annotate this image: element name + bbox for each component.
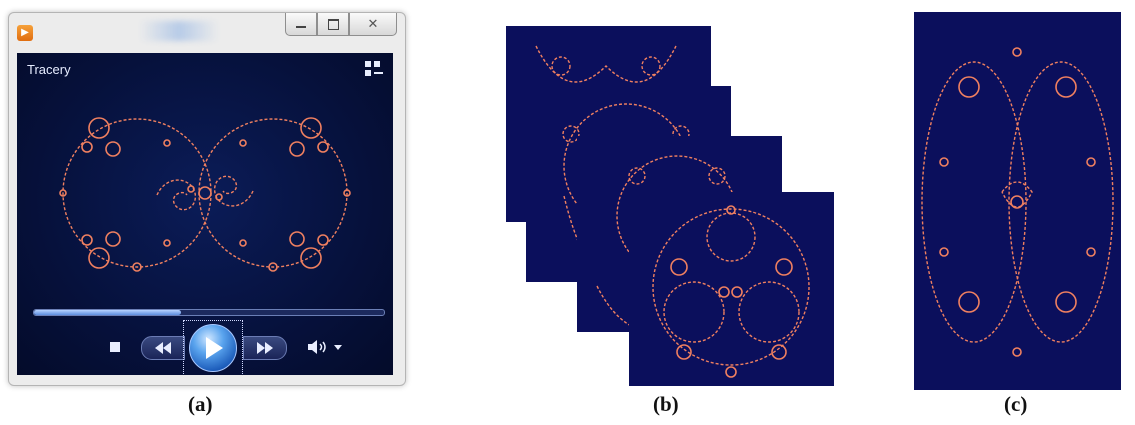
seek-progress bbox=[34, 310, 181, 315]
window-title-blurred bbox=[139, 21, 219, 41]
previous-button[interactable] bbox=[141, 336, 185, 360]
track-title: Tracery bbox=[27, 62, 71, 77]
frame-stack-front bbox=[629, 192, 834, 386]
stop-icon bbox=[110, 342, 120, 352]
media-player-icon[interactable]: ▶ bbox=[17, 25, 33, 41]
media-player-window: ▶ ✕ Tracery bbox=[8, 12, 406, 386]
fractal-frame-vertical bbox=[914, 12, 1121, 390]
volume-icon bbox=[308, 340, 342, 354]
next-icon bbox=[257, 342, 273, 354]
close-button[interactable]: ✕ bbox=[349, 13, 397, 36]
title-bar[interactable]: ▶ ✕ bbox=[9, 13, 405, 51]
fractal-frame-4 bbox=[652, 205, 810, 378]
fractal-frame-5 bbox=[921, 47, 1114, 357]
maximize-icon bbox=[327, 18, 339, 30]
fractal-visualization bbox=[59, 117, 351, 272]
video-screen[interactable]: Tracery bbox=[17, 53, 393, 375]
previous-icon bbox=[155, 342, 171, 354]
close-icon: ✕ bbox=[367, 16, 379, 31]
minimize-button[interactable] bbox=[285, 13, 317, 36]
maximize-button[interactable] bbox=[317, 13, 349, 36]
caption-c: (c) bbox=[1004, 392, 1028, 416]
seek-bar[interactable] bbox=[33, 309, 385, 316]
next-button[interactable] bbox=[243, 336, 287, 360]
play-button[interactable] bbox=[183, 320, 243, 375]
stop-button[interactable] bbox=[105, 337, 125, 357]
play-button-circle bbox=[189, 324, 237, 372]
switch-to-library-icon[interactable] bbox=[365, 61, 383, 77]
minimize-icon bbox=[296, 26, 306, 28]
window-controls: ✕ bbox=[285, 13, 397, 39]
volume-button[interactable] bbox=[305, 336, 345, 358]
playback-controls bbox=[17, 319, 393, 375]
play-icon bbox=[206, 337, 223, 359]
caption-b: (b) bbox=[653, 392, 679, 416]
caption-a: (a) bbox=[188, 392, 213, 416]
